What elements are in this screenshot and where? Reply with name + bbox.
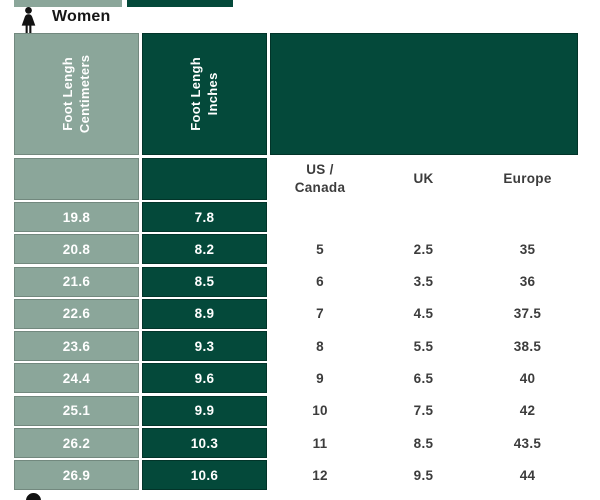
cell-foot-length-cm: 26.2 bbox=[14, 428, 139, 459]
header-empty-sage-cell bbox=[14, 158, 139, 200]
cell-foot-length-inch: 10.6 bbox=[142, 460, 267, 491]
cell-us-canada-size: 6 bbox=[316, 274, 324, 290]
cell-foot-length-cm: 21.6 bbox=[14, 266, 139, 297]
table-row: 26.2 10.3 11 8.5 43.5 bbox=[14, 428, 578, 459]
cell-europe-size: 43.5 bbox=[513, 435, 542, 451]
cell-europe-size: 36 bbox=[519, 274, 536, 290]
cell-foot-length-cm: 26.9 bbox=[14, 460, 139, 491]
cell-europe-size: 42 bbox=[519, 403, 536, 419]
table-header-regions-row: US / Canada UK Europe bbox=[14, 158, 578, 200]
header-uk: UK bbox=[413, 170, 434, 186]
header-foot-length-inches-label: Foot Lengh Inches bbox=[187, 57, 220, 131]
table-row: 26.9 10.6 12 9.5 44 bbox=[14, 460, 578, 491]
cell-foot-length-cm: 25.1 bbox=[14, 395, 139, 426]
cell-foot-length-cm: 22.6 bbox=[14, 298, 139, 329]
person-icon-partial bbox=[26, 493, 41, 500]
cell-foot-length-inch: 9.3 bbox=[142, 331, 267, 362]
cell-uk-size: 3.5 bbox=[413, 274, 434, 290]
cell-foot-length-cm: 20.8 bbox=[14, 234, 139, 265]
cell-foot-length-cm: 23.6 bbox=[14, 331, 139, 362]
cell-europe-size: 35 bbox=[519, 241, 536, 257]
previous-table-partial-cell-dark bbox=[127, 0, 233, 7]
cell-foot-length-inch: 7.8 bbox=[142, 202, 267, 232]
cell-uk-size: 8.5 bbox=[413, 435, 434, 451]
cell-uk-size: 2.5 bbox=[413, 241, 434, 257]
header-europe: Europe bbox=[503, 170, 552, 186]
table-header-units-row: Foot Lengh Centimeters Foot Lengh Inches bbox=[14, 33, 578, 155]
cell-europe-size bbox=[477, 202, 578, 232]
cell-us-canada-size bbox=[270, 202, 370, 232]
size-table-rows: 19.8 7.8 20.8 8.2 5 2.5 35 21.6 8.5 6 3.… bbox=[14, 202, 578, 491]
cell-foot-length-cm: 19.8 bbox=[14, 202, 139, 232]
cell-foot-length-inch: 10.3 bbox=[142, 428, 267, 459]
size-conversion-table: Foot Lengh Centimeters Foot Lengh Inches… bbox=[14, 33, 578, 493]
cell-us-canada-size: 5 bbox=[316, 241, 324, 257]
table-row: 23.6 9.3 8 5.5 38.5 bbox=[14, 331, 578, 362]
header-green-block bbox=[270, 33, 578, 155]
header-foot-length-inches: Foot Lengh Inches bbox=[142, 33, 267, 155]
table-row: 20.8 8.2 5 2.5 35 bbox=[14, 234, 578, 265]
cell-foot-length-inch: 8.9 bbox=[142, 298, 267, 329]
cell-foot-length-inch: 9.6 bbox=[142, 363, 267, 394]
cell-us-canada-size: 8 bbox=[316, 338, 324, 354]
woman-icon bbox=[21, 7, 36, 34]
table-row: 19.8 7.8 bbox=[14, 202, 578, 232]
cell-uk-size bbox=[373, 202, 474, 232]
cell-europe-size: 40 bbox=[519, 370, 536, 386]
cell-foot-length-inch: 8.5 bbox=[142, 266, 267, 297]
cell-us-canada-size: 7 bbox=[316, 306, 324, 322]
cell-europe-size: 37.5 bbox=[513, 306, 542, 322]
cell-uk-size: 7.5 bbox=[413, 403, 434, 419]
cell-foot-length-inch: 8.2 bbox=[142, 234, 267, 265]
cell-us-canada-size: 11 bbox=[312, 435, 328, 451]
header-foot-length-cm-label: Foot Lengh Centimeters bbox=[59, 54, 92, 134]
cell-us-canada-size: 9 bbox=[316, 370, 324, 386]
section-title: Women bbox=[52, 8, 111, 25]
cell-foot-length-inch: 9.9 bbox=[142, 395, 267, 426]
cell-europe-size: 44 bbox=[519, 467, 536, 483]
table-row: 22.6 8.9 7 4.5 37.5 bbox=[14, 298, 578, 329]
cell-uk-size: 9.5 bbox=[413, 467, 434, 483]
cell-us-canada-size: 12 bbox=[312, 467, 328, 483]
cell-europe-size: 38.5 bbox=[513, 338, 542, 354]
cell-foot-length-cm: 24.4 bbox=[14, 363, 139, 394]
cell-uk-size: 4.5 bbox=[413, 306, 434, 322]
previous-table-partial-cell-sage bbox=[14, 0, 122, 7]
header-empty-dark-cell bbox=[142, 158, 267, 200]
header-us-canada: US / Canada bbox=[294, 161, 346, 195]
cell-uk-size: 5.5 bbox=[413, 338, 434, 354]
table-row: 24.4 9.6 9 6.5 40 bbox=[14, 363, 578, 394]
cell-us-canada-size: 10 bbox=[312, 403, 328, 419]
section-header: Women bbox=[16, 7, 110, 34]
cell-uk-size: 6.5 bbox=[413, 370, 434, 386]
table-row: 25.1 9.9 10 7.5 42 bbox=[14, 395, 578, 426]
header-foot-length-cm: Foot Lengh Centimeters bbox=[14, 33, 139, 155]
table-row: 21.6 8.5 6 3.5 36 bbox=[14, 266, 578, 297]
